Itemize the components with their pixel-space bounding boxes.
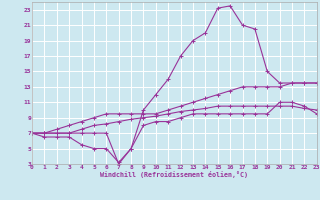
X-axis label: Windchill (Refroidissement éolien,°C): Windchill (Refroidissement éolien,°C) — [100, 171, 248, 178]
